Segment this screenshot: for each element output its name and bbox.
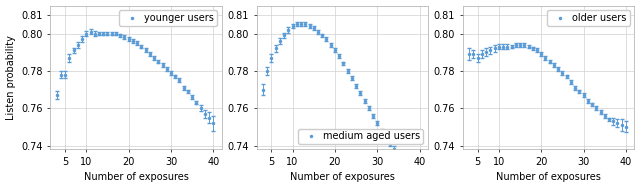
X-axis label: Number of exposures: Number of exposures	[84, 172, 189, 182]
Legend: younger users: younger users	[119, 10, 217, 26]
Legend: older users: older users	[547, 10, 630, 26]
X-axis label: Number of exposures: Number of exposures	[496, 172, 601, 182]
Legend: medium aged users: medium aged users	[298, 129, 423, 144]
X-axis label: Number of exposures: Number of exposures	[290, 172, 395, 182]
Y-axis label: Listen probability: Listen probability	[6, 35, 15, 120]
